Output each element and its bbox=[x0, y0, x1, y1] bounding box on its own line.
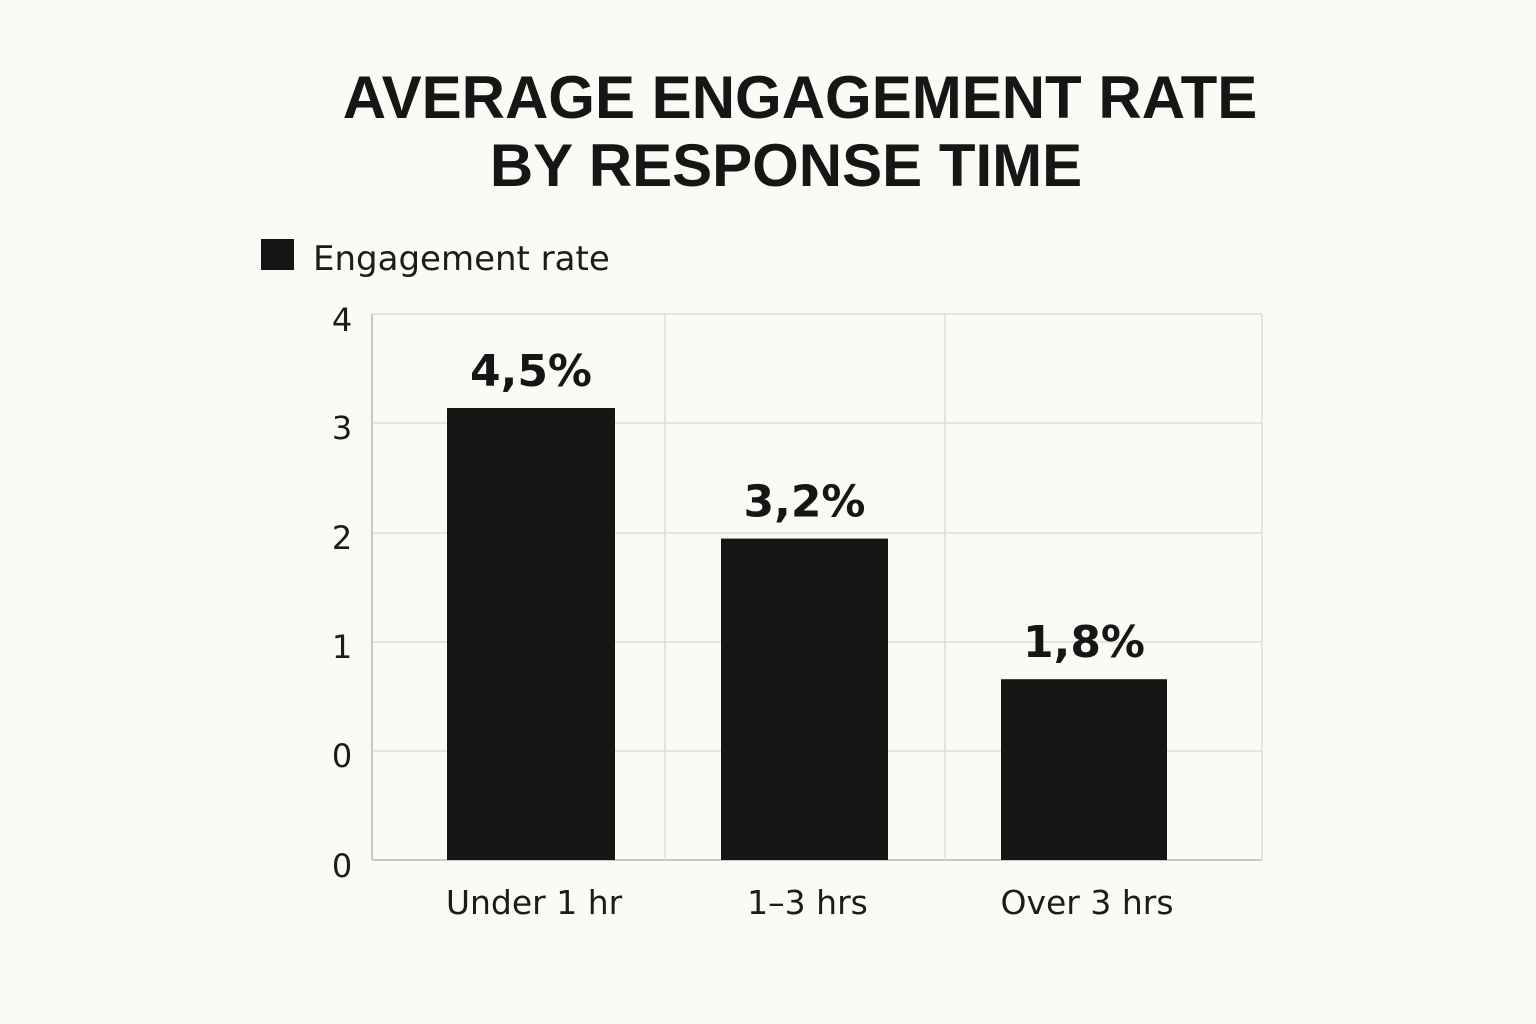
data-labels: 4,5% 3,2% 1,8% bbox=[470, 346, 1145, 668]
bar bbox=[721, 538, 888, 860]
chart-title-line-2: BY RESPONSE TIME bbox=[490, 132, 1082, 199]
y-tick-label: 1 bbox=[332, 628, 352, 666]
y-tick-label: 2 bbox=[332, 519, 352, 557]
category-label: Under 1 hr bbox=[446, 883, 623, 922]
category-label: Over 3 hrs bbox=[1000, 883, 1173, 922]
legend-label: Engagement rate bbox=[313, 239, 610, 279]
y-tick-labels: 0 0 1 2 3 4 bbox=[332, 301, 352, 885]
data-label: 4,5% bbox=[470, 346, 592, 397]
legend-swatch bbox=[261, 239, 294, 270]
y-tick-label: 4 bbox=[332, 301, 352, 339]
category-label: 1–3 hrs bbox=[747, 883, 868, 922]
y-tick-label: 3 bbox=[332, 409, 352, 447]
y-tick-label: 0 bbox=[332, 847, 352, 885]
chart-title-line-1: AVERAGE ENGAGEMENT RATE bbox=[343, 64, 1258, 131]
data-label: 3,2% bbox=[743, 477, 865, 528]
bars bbox=[447, 408, 1167, 860]
bar bbox=[447, 408, 615, 860]
bar bbox=[1001, 679, 1167, 860]
data-label: 1,8% bbox=[1023, 617, 1145, 668]
y-tick-label: 0 bbox=[332, 737, 352, 775]
category-labels: Under 1 hr 1–3 hrs Over 3 hrs bbox=[446, 883, 1174, 922]
